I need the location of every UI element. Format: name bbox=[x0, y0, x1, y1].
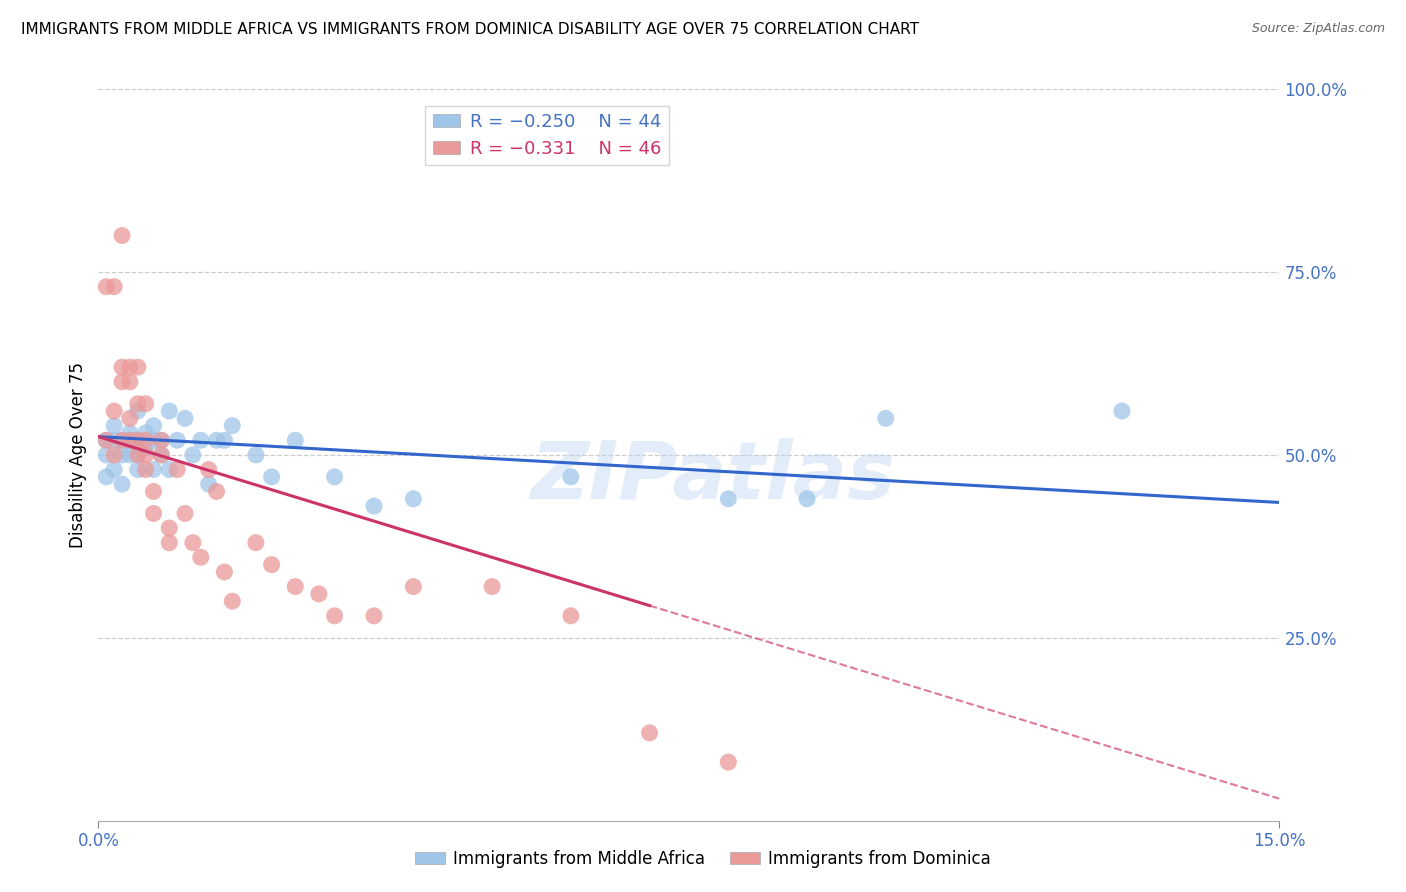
Point bbox=[118, 360, 141, 375]
Legend: R = −0.250    N = 44, R = −0.331    N = 46: R = −0.250 N = 44, R = −0.331 N = 46 bbox=[426, 105, 669, 165]
Point bbox=[308, 587, 330, 601]
Point bbox=[796, 491, 818, 506]
Point bbox=[103, 462, 125, 476]
Point bbox=[118, 411, 141, 425]
Point bbox=[197, 462, 219, 476]
Point bbox=[402, 580, 425, 594]
Point bbox=[103, 404, 125, 418]
Point bbox=[103, 434, 125, 448]
Point bbox=[127, 397, 149, 411]
Text: Source: ZipAtlas.com: Source: ZipAtlas.com bbox=[1251, 22, 1385, 36]
Point bbox=[103, 448, 125, 462]
Point bbox=[363, 608, 385, 623]
Point bbox=[96, 470, 118, 484]
Point bbox=[118, 434, 141, 448]
Point bbox=[214, 434, 236, 448]
Point bbox=[481, 580, 503, 594]
Text: ZIPatlas: ZIPatlas bbox=[530, 438, 896, 516]
Point bbox=[260, 558, 283, 572]
Point bbox=[135, 448, 157, 462]
Point bbox=[96, 279, 118, 293]
Point bbox=[717, 755, 740, 769]
Point bbox=[118, 425, 141, 440]
Point bbox=[118, 434, 141, 448]
Point bbox=[127, 360, 149, 375]
Point bbox=[245, 535, 267, 549]
Point bbox=[127, 462, 149, 476]
Point bbox=[245, 448, 267, 462]
Point bbox=[103, 418, 125, 433]
Point bbox=[875, 411, 897, 425]
Point bbox=[284, 580, 307, 594]
Point bbox=[150, 434, 173, 448]
Point bbox=[166, 434, 188, 448]
Y-axis label: Disability Age Over 75: Disability Age Over 75 bbox=[69, 362, 87, 548]
Point bbox=[190, 434, 212, 448]
Point bbox=[103, 279, 125, 293]
Point bbox=[127, 404, 149, 418]
Point bbox=[96, 448, 118, 462]
Point bbox=[221, 418, 243, 433]
Point bbox=[284, 434, 307, 448]
Point bbox=[142, 418, 165, 433]
Point bbox=[96, 434, 118, 448]
Point bbox=[150, 434, 173, 448]
Point bbox=[717, 491, 740, 506]
Point bbox=[150, 448, 173, 462]
Point bbox=[190, 550, 212, 565]
Point bbox=[135, 462, 157, 476]
Point bbox=[127, 448, 149, 462]
Point bbox=[638, 726, 661, 740]
Point bbox=[111, 375, 134, 389]
Point bbox=[142, 434, 165, 448]
Point bbox=[135, 434, 157, 448]
Point bbox=[118, 448, 141, 462]
Point bbox=[96, 434, 118, 448]
Point bbox=[135, 397, 157, 411]
Point bbox=[111, 434, 134, 448]
Point bbox=[197, 477, 219, 491]
Point bbox=[157, 535, 180, 549]
Point bbox=[174, 507, 197, 521]
Legend: Immigrants from Middle Africa, Immigrants from Dominica: Immigrants from Middle Africa, Immigrant… bbox=[408, 844, 998, 875]
Point bbox=[142, 462, 165, 476]
Point bbox=[214, 565, 236, 579]
Point bbox=[221, 594, 243, 608]
Point bbox=[111, 448, 134, 462]
Point bbox=[127, 434, 149, 448]
Point bbox=[323, 470, 346, 484]
Point bbox=[127, 434, 149, 448]
Point bbox=[363, 499, 385, 513]
Point bbox=[260, 470, 283, 484]
Text: IMMIGRANTS FROM MIDDLE AFRICA VS IMMIGRANTS FROM DOMINICA DISABILITY AGE OVER 75: IMMIGRANTS FROM MIDDLE AFRICA VS IMMIGRA… bbox=[21, 22, 920, 37]
Point bbox=[205, 484, 228, 499]
Point bbox=[560, 470, 582, 484]
Point bbox=[118, 375, 141, 389]
Point bbox=[560, 608, 582, 623]
Point bbox=[142, 484, 165, 499]
Point bbox=[402, 491, 425, 506]
Point bbox=[111, 434, 134, 448]
Point bbox=[111, 228, 134, 243]
Point bbox=[323, 608, 346, 623]
Point bbox=[135, 441, 157, 455]
Point bbox=[181, 535, 204, 549]
Point bbox=[1111, 404, 1133, 418]
Point bbox=[150, 448, 173, 462]
Point bbox=[157, 404, 180, 418]
Point bbox=[181, 448, 204, 462]
Point bbox=[157, 462, 180, 476]
Point bbox=[127, 448, 149, 462]
Point bbox=[111, 477, 134, 491]
Point bbox=[174, 411, 197, 425]
Point bbox=[142, 507, 165, 521]
Point bbox=[111, 360, 134, 375]
Point bbox=[166, 462, 188, 476]
Point bbox=[205, 434, 228, 448]
Point bbox=[135, 425, 157, 440]
Point bbox=[157, 521, 180, 535]
